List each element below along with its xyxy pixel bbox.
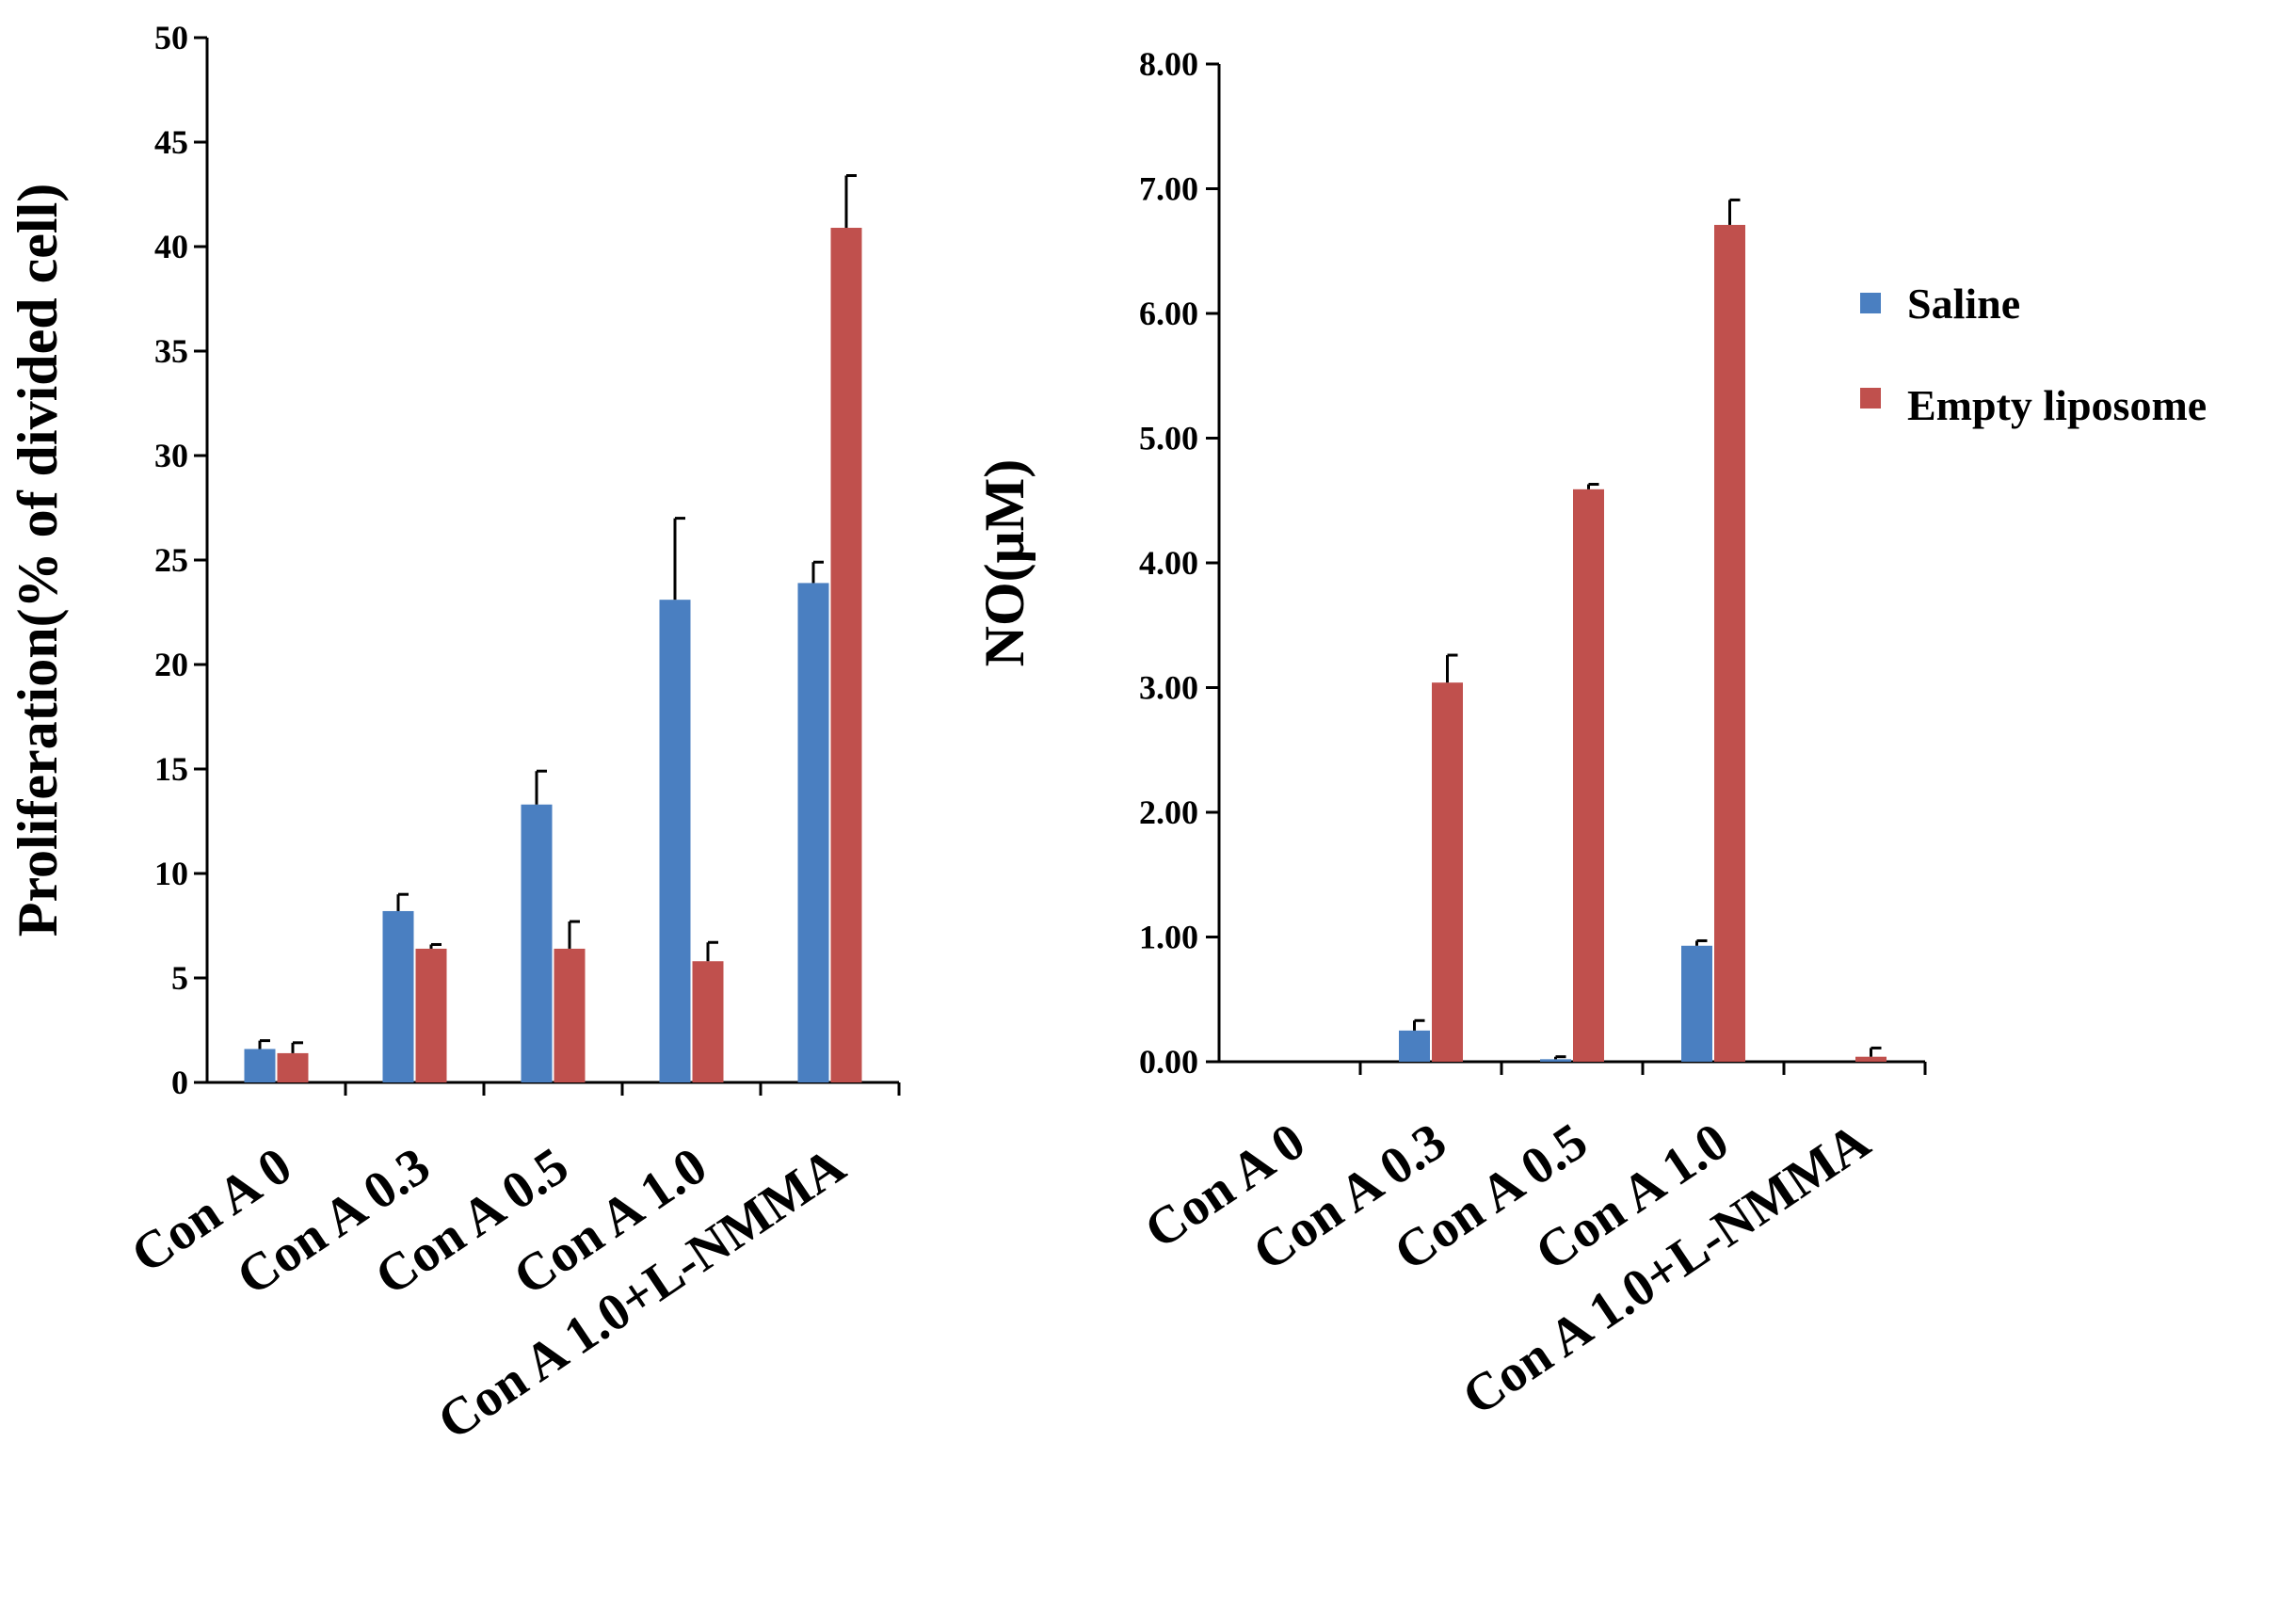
y-axis-title: NO(μM) [973, 459, 1036, 667]
y-tick-label: 15 [154, 750, 188, 788]
bar-empty-liposome-con-a-1-0 [692, 961, 724, 1082]
legend-label-saline: Saline [1907, 280, 2020, 328]
y-tick-label: 30 [154, 437, 188, 474]
y-tick-label: 50 [154, 19, 188, 56]
no-chart: 0.001.002.003.004.005.006.007.008.00Con … [973, 45, 1927, 1427]
legend-label-empty-liposome: Empty liposome [1907, 381, 2207, 429]
y-tick-label: 35 [154, 332, 188, 370]
bar-saline-con-a-0-5 [1540, 1059, 1571, 1062]
y-tick-label: 10 [154, 855, 188, 892]
y-tick-label: 8.00 [1139, 45, 1198, 83]
y-tick-label: 45 [154, 123, 188, 161]
bar-saline-con-a-0-3 [382, 910, 414, 1082]
bar-empty-liposome-con-a-1-0-l-nmma [1855, 1056, 1887, 1062]
y-tick-label: 0.00 [1139, 1043, 1198, 1081]
legend: Saline Empty liposome [1860, 280, 2207, 429]
y-tick-label: 2.00 [1139, 793, 1198, 831]
y-tick-label: 4.00 [1139, 544, 1198, 582]
bar-empty-liposome-con-a-0-5 [554, 948, 586, 1082]
y-tick-label: 1.00 [1139, 919, 1198, 956]
y-tick-label: 5.00 [1139, 420, 1198, 457]
bar-saline-con-a-1-0-l-nmma [797, 583, 829, 1082]
bar-empty-liposome-con-a-0-3 [1432, 682, 1463, 1062]
bar-empty-liposome-con-a-0 [277, 1052, 309, 1082]
bar-empty-liposome-con-a-0-5 [1573, 489, 1604, 1062]
bar-saline-con-a-1-0 [1681, 945, 1712, 1062]
bar-empty-liposome-con-a-1-0-l-nmma [830, 228, 862, 1082]
y-tick-label: 5 [171, 959, 188, 997]
y-tick-label: 20 [154, 646, 188, 683]
y-tick-label: 6.00 [1139, 295, 1198, 332]
y-tick-label: 7.00 [1139, 170, 1198, 208]
y-tick-label: 25 [154, 541, 188, 579]
bar-saline-con-a-0 [244, 1049, 276, 1082]
bar-saline-con-a-1-0 [659, 600, 691, 1082]
y-tick-label: 3.00 [1139, 669, 1198, 707]
y-tick-label: 0 [171, 1064, 188, 1101]
y-axis-title: Proliferation(% of divided cell) [7, 184, 69, 937]
bar-empty-liposome-con-a-1-0 [1714, 224, 1745, 1063]
legend-swatch-empty-liposome [1860, 388, 1881, 409]
y-tick-label: 40 [154, 228, 188, 265]
bar-saline-con-a-0-5 [521, 804, 553, 1082]
legend-swatch-saline [1860, 293, 1881, 313]
bar-saline-con-a-0-3 [1399, 1030, 1430, 1062]
bar-empty-liposome-con-a-0-3 [415, 948, 447, 1082]
